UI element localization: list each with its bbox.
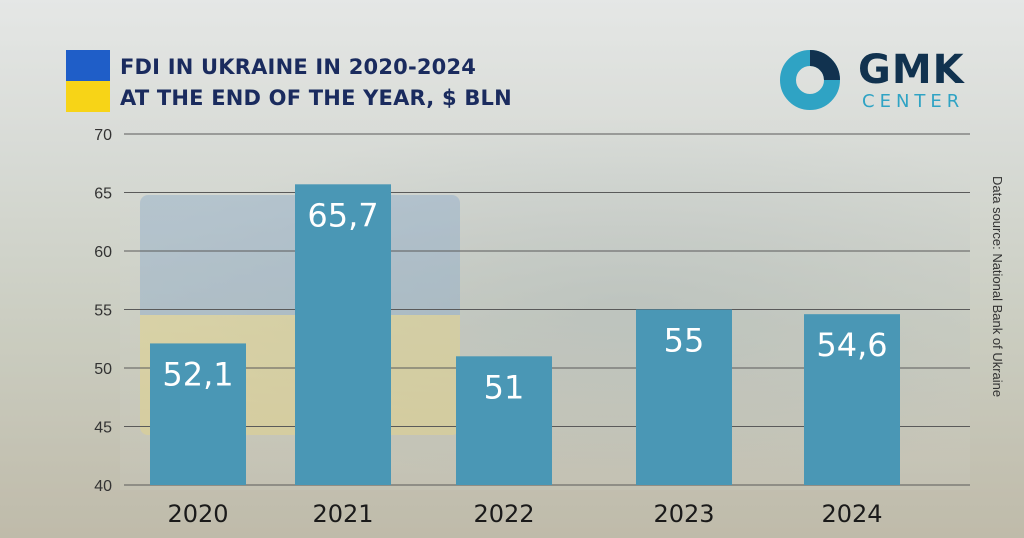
x-tick-label: 2023 [653,500,714,528]
bar-value-label: 52,1 [162,355,233,393]
y-tick-label: 65 [94,186,112,203]
x-tick-label: 2022 [473,500,534,528]
bar-value-label: 54,6 [816,326,887,364]
chart-title: FDI IN UKRAINE IN 2020-2024 AT THE END O… [120,52,512,114]
x-tick-label: 2024 [821,500,882,528]
chart-bars [150,184,900,485]
bar-value-label: 51 [484,368,525,406]
bar [295,184,391,485]
bar [456,356,552,485]
logo-subtitle: CENTER [862,91,965,112]
y-tick-label: 50 [94,361,112,378]
bar [804,314,900,485]
x-tick-label: 2021 [312,500,373,528]
bar-value-label: 65,7 [307,196,378,234]
gmk-center-logo: GMK CENTER [778,48,998,114]
bar [150,343,246,485]
y-axis-ticks: 40 45 50 55 60 65 70 [94,127,112,495]
ukraine-flag-icon [66,50,110,112]
data-source-note: Data source: National Bank of Ukraine [990,176,1005,398]
logo-name: GMK [858,47,965,93]
x-tick-label: 2020 [167,500,228,528]
x-axis-ticks: 2020 2021 2022 2023 2024 [167,500,882,528]
value-labels: 52,1 65,7 51 55 54,6 [162,196,887,406]
bar-value-label: 55 [664,322,705,360]
chart-title-line-1: FDI IN UKRAINE IN 2020-2024 [120,55,477,79]
y-tick-label: 55 [94,303,112,320]
logo-ring-icon [780,50,840,110]
chart-title-line-2: AT THE END OF THE YEAR, $ BLN [120,86,512,110]
y-tick-label: 60 [94,244,112,261]
y-tick-label: 45 [94,420,112,437]
y-tick-label: 40 [94,478,112,495]
y-tick-label: 70 [94,127,112,144]
bar [636,309,732,485]
